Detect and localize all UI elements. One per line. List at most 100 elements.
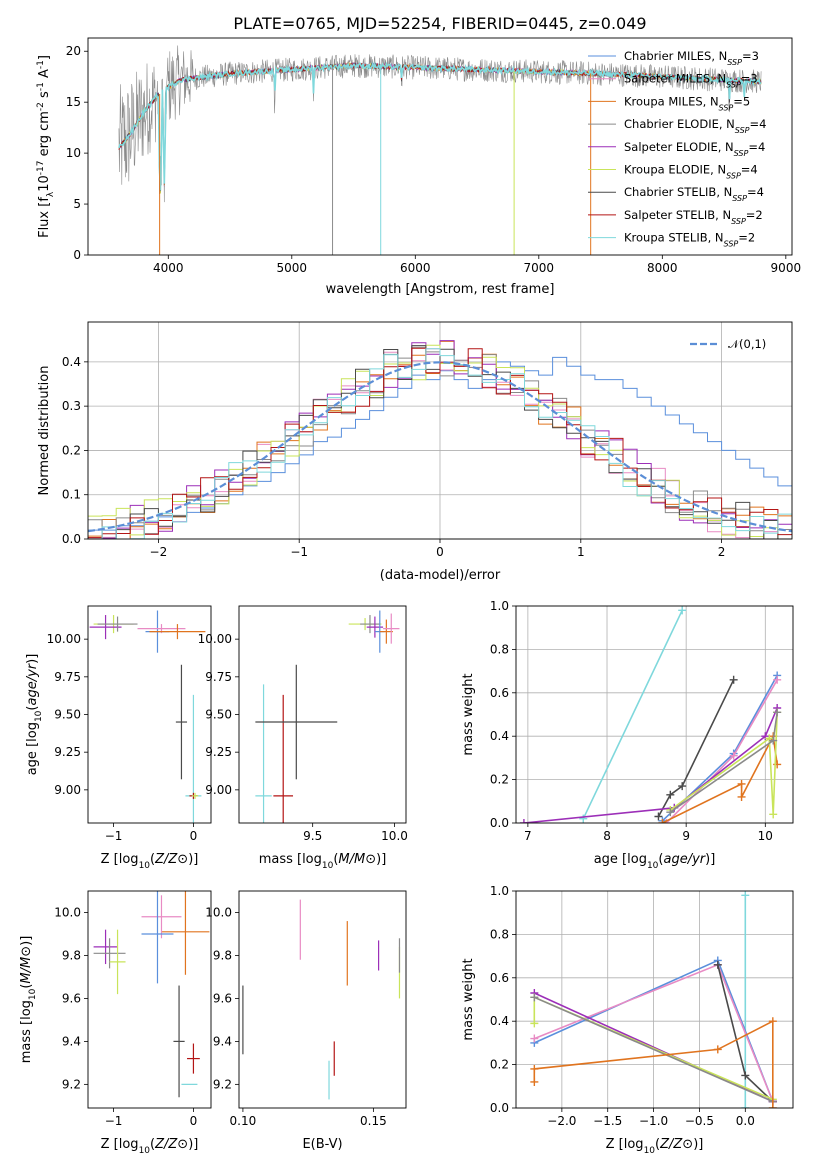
axes-frame [87,37,793,256]
superscript: -1 [36,60,46,69]
marker-kroupa_miles [768,1104,777,1108]
label-segment: Z [log [101,1137,139,1152]
subscript: SSP [726,171,741,180]
x-tick-label: −1 [290,545,308,559]
label-segment: =4 [748,140,765,154]
y-tick-label: 0.0 [490,816,509,830]
y-tick-label: 10.0 [205,905,232,919]
marker-chabrier_stelib [666,790,675,799]
x-axis-label: mass [log10(M/M⊙)] [259,852,387,871]
legend-entry: Salpeter MILES, NSSP=3 [624,72,758,90]
legend-entry: Kroupa ELODIE, NSSP=4 [624,163,758,181]
marker-kroupa_miles [530,1064,539,1073]
legend-entry: Kroupa STELIB, NSSP=2 [624,231,755,249]
x-axis-label: Z [log10(Z/Z⊙)] [101,1137,199,1156]
label-segment: =4 [750,117,767,131]
x-tick-label: 9 [682,829,690,843]
subscript: SSP [727,58,742,67]
y-tick-label: 0 [73,248,81,262]
y-tick-label: 0.4 [62,355,81,369]
axes-frame [515,890,794,1109]
x-tick-label: −2.0 [547,1114,576,1128]
subscript: SSP [731,216,746,225]
panel-mass_vs_Z: −1 09.29.49.69.810.0Z [log10(Z/Z⊙)]mass [… [19,890,212,1156]
label-segment: erg cm [37,111,52,160]
marker-salpeter_miles [530,1034,539,1043]
label-segment: A [37,69,52,82]
marker-chabrier_elodie [666,808,675,817]
x-axis-label: Z [log10(Z/Z⊙)] [606,1137,704,1156]
label-segment: Kroupa MILES, N [624,94,719,108]
y-tick-label: 9.2 [62,1077,81,1091]
x-tick-label: 0.10 [230,1114,257,1128]
label-segment: age [log [25,722,40,775]
label-segment: ( [658,852,663,867]
x-tick-label: 4000 [153,261,184,275]
label-segment: mass weight [461,673,476,755]
x-tick-label: −1 [105,1114,123,1128]
marker-kroupa_miles [737,792,746,801]
normal-curve [88,361,792,533]
x-tick-label: 6000 [400,261,431,275]
label-segment: )] [705,852,715,867]
axes-frame [238,605,407,824]
marker-salpeter_miles [729,751,738,760]
y-axis-label: mass weight [461,958,476,1040]
marker-chabrier_stelib [713,960,722,969]
plot-area [89,610,206,823]
marker-kroupa_elodie [769,810,778,819]
marker-chabrier_elodie [530,993,539,1002]
y-tick-label: 15 [66,95,81,109]
y-tick-label: 0.1 [62,488,81,502]
y-tick-label: 0.2 [490,1058,509,1072]
marker-kroupa_miles [768,1017,777,1026]
x-tick-label: −0.5 [685,1114,714,1128]
superscript: -17 [36,161,46,176]
plot-area [88,340,792,539]
label-segment: Chabrier STELIB, N [624,185,732,199]
label-segment: ( [333,852,338,867]
label-segment: =4 [747,185,764,199]
label-segment: Z/Z [659,1137,683,1152]
plot-area [255,610,400,823]
y-tick-label: 9.4 [62,1034,81,1048]
axes-frame [238,890,407,1109]
y-tick-label: 10 [66,146,81,160]
label-segment: ⊙ [177,852,188,867]
y-tick-label: 9.8 [62,948,81,962]
label-segment: ( [655,1137,660,1152]
subscript: 10 [647,861,659,871]
label-segment: Salpeter STELIB, N [624,208,731,222]
label-segment: )] [19,936,34,946]
y-tick-label: 9.6 [62,991,81,1005]
x-tick-label: 9.5 [303,829,322,843]
x-tick-label: 7000 [524,261,555,275]
y-tick-label: 9.2 [213,1077,232,1091]
x-tick-label: 10 [758,829,773,843]
x-axis-label: (data-model)/error [380,568,501,583]
x-axis-label: age [log10(age/yr)] [594,852,716,871]
series-chabrier_stelib [657,679,735,817]
label-segment: =4 [741,163,758,177]
marker-kroupa_miles [737,779,746,788]
plot-area [530,891,777,1108]
panel-mass_vs_ebv: 0.10 0.15 9.2 9.4 9.6 9.8 10.0 E(B-V) [205,890,407,1152]
y-tick-label: 0.8 [490,927,509,941]
plot-area [519,606,782,823]
model-spectrum-kroupa_stelib [118,61,762,191]
superscript: -2 [36,102,46,111]
subscript: 10 [34,710,44,722]
marker-chabrier_stelib [654,812,663,821]
label-segment: M/M [338,852,365,867]
y-tick-label: 9.00 [54,783,81,797]
label-segment: Chabrier ELODIE, N [624,117,735,131]
y-tick-label: 0.2 [490,773,509,787]
label-segment: Flux [f [37,197,52,238]
x-tick-label: 5000 [277,261,308,275]
y-tick-label: 9.75 [54,670,81,684]
panel-residual_histogram: −2 −1 0 1 2 0.0 0.1 0.2 0.3 0.4 (data-model)/error… [37,321,793,583]
y-tick-label: 9.4 [213,1034,232,1048]
axes-frame [515,605,794,824]
label-segment: mass [log [259,852,322,867]
